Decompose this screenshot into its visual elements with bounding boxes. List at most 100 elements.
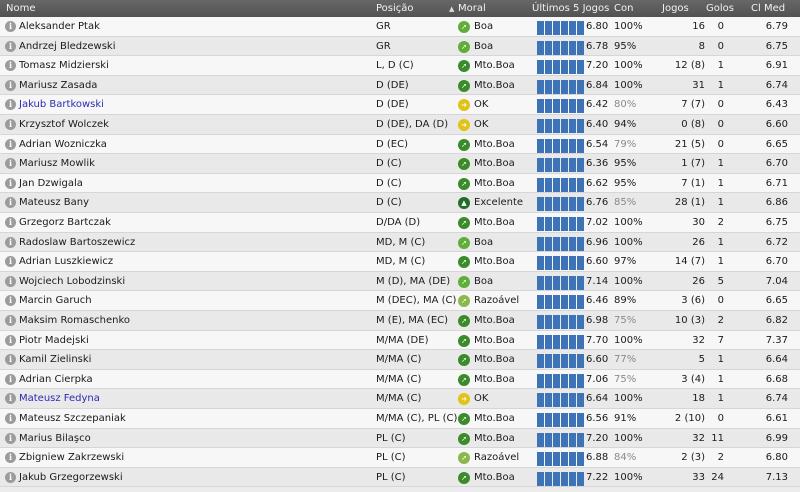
player-avg-rating: 6.61 <box>765 413 788 424</box>
table-row[interactable]: i Mateusz Szczepaniak M/MA (C), PL (C) ➚ Mto… <box>0 409 800 429</box>
player-avg-rating: 7.04 <box>765 275 788 287</box>
player-name[interactable]: Wojciech Lobodzinski <box>19 275 126 287</box>
player-name[interactable]: Mariusz Mowlik <box>19 158 95 170</box>
table-row[interactable]: i Grzegorz Bartczak D/DA (D) ➚ Mto.Boa 7.02 10… <box>0 213 800 233</box>
form-bar <box>537 79 544 94</box>
form-bars <box>537 119 584 133</box>
player-goals: 0 <box>717 295 724 307</box>
table-row[interactable]: i Kamil Zielinski M/MA (C) ➚ Mto.Boa 6.60 77% 5… <box>0 350 800 370</box>
info-icon[interactable]: i <box>5 295 16 307</box>
player-morale: Mto.Boa <box>474 217 515 228</box>
column-header-condition[interactable]: Con <box>614 3 634 14</box>
form-bars <box>537 295 584 310</box>
table-row[interactable]: i Krzysztof Wolczek D (DE), DA (D) ➜ OK 6.40 9… <box>0 115 800 135</box>
table-row[interactable]: i Marius Bilaşco PL (C) ➚ Mto.Boa 7.20 100% 32 1… <box>0 428 800 449</box>
player-name[interactable]: Mateusz Fedyna <box>19 393 100 405</box>
table-row[interactable]: i Adrian Wozniczka D (EC) ➚ Mto.Boa 6.54 79% 21… <box>0 134 800 155</box>
player-condition: 75% <box>614 315 637 326</box>
info-icon[interactable]: i <box>5 393 16 405</box>
info-icon[interactable]: i <box>5 354 16 366</box>
info-icon[interactable]: i <box>5 256 16 268</box>
player-goals: 1 <box>717 236 724 248</box>
table-row[interactable]: i Zbigniew Zakrzewski PL (C) ➚ Razoável 6.88 8… <box>0 448 800 468</box>
form-bar <box>553 119 560 133</box>
player-name[interactable]: Marcin Garuch <box>19 295 92 307</box>
info-icon[interactable]: i <box>5 315 16 326</box>
table-row[interactable]: i Mateusz Bany D (C) ▲ Excelente 6.76 85% 28 (1… <box>0 193 800 213</box>
table-row[interactable]: i Adrian Luszkiewicz MD, M (C) ➚ Mto.Boa 6.60… <box>0 252 800 272</box>
info-icon[interactable]: i <box>5 373 16 385</box>
column-header-name[interactable]: Nome <box>6 3 36 14</box>
player-name[interactable]: Adrian Wozniczka <box>19 138 107 150</box>
player-name[interactable]: Tomasz Midzierski <box>19 60 109 72</box>
info-icon[interactable]: i <box>5 275 16 287</box>
player-name[interactable]: Grzegorz Bartczak <box>19 217 111 228</box>
info-icon[interactable]: i <box>5 60 16 72</box>
table-row[interactable]: i Jakub Bartkowski D (DE) ➜ OK 6.42 80% 7 (7) 0 6… <box>0 95 800 115</box>
info-icon[interactable]: i <box>5 471 16 483</box>
table-row[interactable]: i Jakub Grzegorzewski PL (C) ➚ Mto.Boa 7.22 10… <box>0 467 800 488</box>
table-row[interactable]: i Piotr Madejski M/MA (DE) ➚ Mto.Boa 7.70 100%… <box>0 330 800 351</box>
info-icon[interactable]: i <box>5 119 16 130</box>
info-icon[interactable]: i <box>5 334 16 346</box>
player-name[interactable]: Jakub Grzegorzewski <box>19 471 123 483</box>
info-icon[interactable]: i <box>5 177 16 189</box>
player-name[interactable]: Piotr Madejski <box>19 334 89 346</box>
player-name[interactable]: Mariusz Zasada <box>19 79 98 91</box>
player-condition: 100% <box>614 275 643 287</box>
player-name[interactable]: Adrian Cierpka <box>19 373 93 385</box>
table-row[interactable]: i Tomasz Midzierski L, D (C) ➚ Mto.Boa 7.20 10… <box>0 56 800 76</box>
table-row[interactable]: i Adrian Cierpka M/MA (C) ➚ Mto.Boa 7.06 75% 3 … <box>0 369 800 390</box>
player-name[interactable]: Aleksander Ptak <box>19 21 100 32</box>
form-bar <box>561 40 568 55</box>
player-name[interactable]: Mateusz Bany <box>19 197 90 209</box>
info-icon[interactable]: i <box>5 452 16 464</box>
player-name[interactable]: Maksim Romaschenko <box>19 315 131 326</box>
table-row[interactable]: i Aleksander Ptak GR ➚ Boa 6.80 100% 16 0 6.79 <box>0 17 800 37</box>
form-bar <box>577 217 584 231</box>
arrow-up-right-icon: ➚ <box>458 354 470 367</box>
player-name[interactable]: Zbigniew Zakrzewski <box>19 452 125 464</box>
player-name[interactable]: Andrzej Bledzewski <box>19 40 116 52</box>
player-name[interactable]: Kamil Zielinski <box>19 354 92 366</box>
column-header-morale[interactable]: Moral <box>458 3 486 14</box>
info-icon[interactable]: i <box>5 99 16 111</box>
info-icon[interactable]: i <box>5 158 16 170</box>
column-header-avg-rating[interactable]: Cl Med <box>751 3 786 14</box>
table-row[interactable]: i Mariusz Mowlik D (C) ➚ Mto.Boa 6.36 95% 1 (7)… <box>0 154 800 174</box>
player-position: PL (C) <box>376 432 406 444</box>
form-bars <box>537 373 584 388</box>
player-avg-rating: 6.82 <box>765 315 788 326</box>
form-bar <box>545 393 552 408</box>
info-icon[interactable]: i <box>5 197 16 209</box>
table-row[interactable]: i Maksim Romaschenko M (E), MA (EC) ➚ Mto.Bo… <box>0 311 800 331</box>
player-name[interactable]: Marius Bilaşco <box>19 432 91 444</box>
table-row[interactable]: i Marcin Garuch M (DEC), MA (C) ➚ Razoável 6.… <box>0 291 800 311</box>
table-row[interactable]: i Andrzej Bledzewski GR ➚ Boa 6.78 95% 8 0 6.75 <box>0 36 800 57</box>
table-row[interactable]: i Mariusz Zasada D (DE) ➚ Mto.Boa 6.84 100% 31 1… <box>0 75 800 96</box>
info-icon[interactable]: i <box>5 432 16 444</box>
form-bar <box>553 40 560 55</box>
column-header-goals[interactable]: Golos <box>706 3 734 14</box>
table-row[interactable]: i Mateusz Fedyna M/MA (C) ➜ OK 6.64 100% 18 1 6.7… <box>0 389 800 409</box>
info-icon[interactable]: i <box>5 40 16 52</box>
info-icon[interactable]: i <box>5 138 16 150</box>
info-icon[interactable]: i <box>5 236 16 248</box>
player-name[interactable]: Jakub Bartkowski <box>19 99 104 111</box>
table-row[interactable]: i Wojciech Lobodzinski M (D), MA (DE) ➚ Boa 7… <box>0 271 800 292</box>
info-icon[interactable]: i <box>5 217 16 228</box>
column-header-last5[interactable]: Últimos 5 Jogos <box>532 3 610 14</box>
info-icon[interactable]: i <box>5 21 16 32</box>
player-name[interactable]: Krzysztof Wolczek <box>19 119 109 130</box>
player-name[interactable]: Mateusz Szczepaniak <box>19 413 126 424</box>
arrow-up-right-icon: ➚ <box>458 40 470 53</box>
table-row[interactable]: i Radoslaw Bartoszewicz MD, M (C) ➚ Boa 6.96 1… <box>0 232 800 253</box>
info-icon[interactable]: i <box>5 79 16 91</box>
player-name[interactable]: Jan Dzwigala <box>19 177 83 189</box>
column-header-apps[interactable]: Jogos <box>662 3 689 14</box>
player-name[interactable]: Adrian Luszkiewicz <box>19 256 114 268</box>
table-row[interactable]: i Jan Dzwigala D (C) ➚ Mto.Boa 6.62 95% 7 (1) 1 6… <box>0 173 800 194</box>
info-icon[interactable]: i <box>5 413 16 424</box>
player-name[interactable]: Radoslaw Bartoszewicz <box>19 236 136 248</box>
column-header-position[interactable]: Posição <box>376 3 414 14</box>
